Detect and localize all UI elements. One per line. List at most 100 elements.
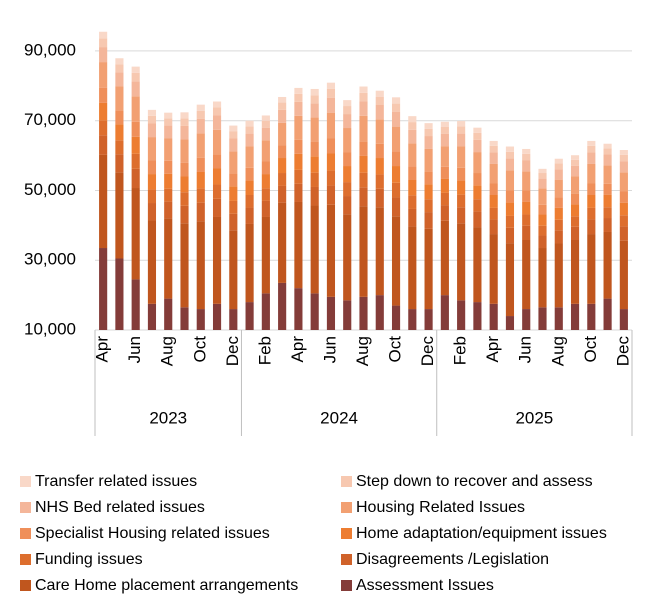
bar-segment [131, 136, 140, 154]
bar-segment [245, 195, 254, 208]
year-label: 2024 [320, 408, 358, 427]
bar-segment [570, 193, 580, 205]
bar-segment [261, 216, 270, 294]
bar-segment [570, 155, 580, 160]
bar-segment [619, 309, 628, 330]
bar-segment [196, 171, 205, 189]
bar-segment [326, 170, 336, 186]
bar-segment [505, 190, 515, 203]
bar-segment [391, 216, 401, 306]
bar-segment [229, 200, 238, 214]
bar-segment [343, 196, 352, 215]
bar-segment [180, 125, 189, 140]
bar-segment [505, 243, 515, 317]
bar-segment [294, 169, 303, 184]
bar-segment [391, 97, 401, 104]
bar-segment [359, 172, 368, 188]
bar-segment [538, 235, 547, 249]
bar-segment [245, 126, 254, 134]
bar-segment [489, 152, 498, 164]
bar-segment [391, 182, 401, 198]
bar-segment [261, 174, 270, 189]
bar-segment [180, 307, 189, 330]
bar-segment [408, 208, 417, 227]
bar-segment [343, 100, 352, 107]
bar-segment [180, 162, 189, 177]
bar-segment [326, 97, 336, 113]
bar-segment [570, 216, 580, 227]
bar-segment [294, 93, 303, 102]
bar-segment [538, 178, 547, 189]
bar-segment [294, 101, 303, 116]
legend-label: Care Home placement arrangements [35, 577, 298, 594]
bar-segment [245, 133, 254, 147]
bar-segment [326, 138, 336, 154]
bar-segment [229, 131, 238, 139]
bar-segment [229, 125, 238, 132]
bar-segment [522, 214, 531, 226]
x-tick-label: Apr [93, 336, 112, 363]
bar-segment [570, 176, 580, 194]
bar-segment [245, 207, 254, 224]
bar-segment [310, 186, 319, 206]
bar-segment [522, 225, 531, 240]
bar-segment [505, 158, 515, 171]
bar-segment [99, 102, 108, 121]
bar-segment [310, 141, 319, 157]
x-tick-label: Dec [613, 336, 632, 367]
bar-segment [326, 112, 336, 139]
bar-segment [147, 137, 157, 161]
bar-segment [424, 199, 433, 213]
bar-segment [147, 189, 157, 204]
bar-segment [99, 87, 108, 103]
bar-segment [440, 126, 449, 134]
bar-segment [619, 240, 628, 310]
bar-segment [603, 165, 612, 184]
bar-segment [619, 191, 628, 203]
bar-segment [147, 160, 157, 175]
bar-segment [115, 110, 124, 125]
bar-segment [310, 293, 319, 330]
bar-segment [440, 220, 449, 296]
x-tick-label: Aug [158, 336, 177, 366]
bar-segment [554, 307, 563, 330]
bar-segment [294, 139, 303, 154]
bar-segment [196, 188, 205, 203]
bar-segment [505, 146, 515, 152]
bar-segment [473, 211, 482, 228]
bar-segment [538, 307, 547, 330]
bar-segment [310, 117, 319, 142]
bar-segment [278, 122, 287, 146]
bar-segment [538, 204, 547, 215]
bar-segment [131, 121, 140, 137]
bar-segment [522, 240, 531, 310]
bar-segment [440, 295, 449, 330]
bar-segment [99, 38, 108, 48]
bar-segment [212, 184, 222, 199]
bar-segment [522, 201, 531, 215]
bar-segment [375, 188, 384, 208]
bar-segment [505, 151, 515, 159]
bar-segment [603, 231, 612, 299]
bar-segment [554, 179, 563, 198]
bar-segment [294, 201, 303, 289]
bar-segment [587, 183, 596, 195]
bar-segment [212, 198, 222, 217]
bar-segment [147, 303, 157, 330]
bar-segment [554, 197, 563, 208]
bar-segment [164, 173, 173, 189]
bar-segment [229, 138, 238, 152]
bar-segment [375, 105, 384, 120]
bar-segment [359, 296, 368, 330]
bar-segment [587, 303, 596, 330]
bar-segment [245, 180, 254, 195]
bar-segment [457, 133, 466, 147]
bar-segment [99, 154, 108, 249]
bar-segment [375, 143, 384, 159]
bar-segment [587, 163, 596, 184]
bar-segment [554, 158, 563, 164]
bar-segment [489, 207, 498, 220]
bar-segment [164, 201, 173, 219]
bar-segment [489, 145, 498, 153]
bar-segment [310, 205, 319, 294]
